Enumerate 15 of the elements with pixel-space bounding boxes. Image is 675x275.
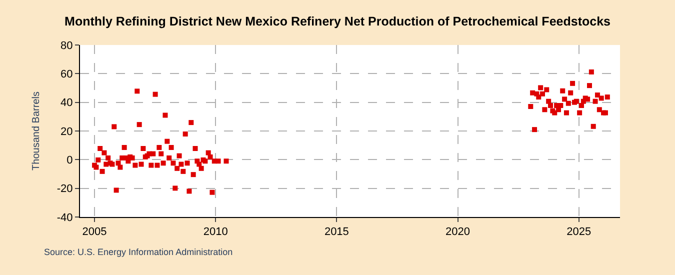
y-tick-label: 0 bbox=[66, 154, 73, 167]
source-note: Source: U.S. Energy Information Administration bbox=[44, 247, 233, 257]
chart-title: Monthly Refining District New Mexico Refinery Net Production of Petrochemical Feedstocks bbox=[64, 14, 611, 28]
y-tick-label: 60 bbox=[60, 68, 73, 81]
y-tick-label: 80 bbox=[60, 40, 73, 52]
y-tick-label: 20 bbox=[60, 126, 73, 138]
x-tick-label: 2020 bbox=[446, 226, 470, 238]
y-axis-title: Thousand Barrels bbox=[30, 92, 42, 170]
y-tick-label: -40 bbox=[56, 212, 73, 224]
x-tick-label: 2005 bbox=[82, 226, 107, 238]
y-tick-label: 40 bbox=[60, 97, 73, 110]
x-tick-label: 2010 bbox=[203, 226, 228, 238]
x-tick-label: 2015 bbox=[324, 226, 349, 238]
x-tick-label: 2025 bbox=[566, 226, 592, 238]
y-tick-label: -20 bbox=[56, 183, 73, 196]
